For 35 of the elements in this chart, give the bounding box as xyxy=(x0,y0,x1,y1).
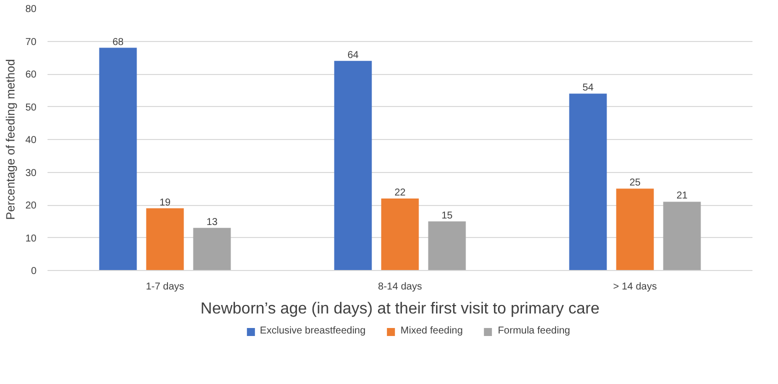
legend-label: Exclusive breastfeeding xyxy=(260,326,366,336)
y-tick-label: 20 xyxy=(25,200,37,212)
bar xyxy=(99,48,137,270)
y-tick-label: 60 xyxy=(25,70,37,80)
bar xyxy=(334,60,372,270)
y-tick-label: 30 xyxy=(25,168,37,179)
bar xyxy=(146,208,184,270)
x-tick-label: 8-14 days xyxy=(378,282,422,292)
bar xyxy=(428,221,466,270)
y-tick-label: 80 xyxy=(25,4,37,15)
bar xyxy=(616,188,654,270)
y-tick-label: 10 xyxy=(25,233,37,244)
x-tick-label: > 14 days xyxy=(613,282,657,292)
bar xyxy=(381,198,419,270)
legend-label: Mixed feeding xyxy=(400,326,463,336)
data-label: 21 xyxy=(676,190,688,202)
data-label: 22 xyxy=(394,187,406,198)
data-label: 64 xyxy=(347,50,359,61)
x-tick-label: 1-7 days xyxy=(146,282,184,292)
x-axis-title: Newborn’s age (in days) at their first visit to primary care xyxy=(200,300,600,318)
bar xyxy=(663,202,701,270)
y-tick-label: 0 xyxy=(30,266,37,277)
data-label: 13 xyxy=(206,216,218,228)
y-tick-label: 70 xyxy=(25,36,37,48)
y-axis-title: Percentage of feeding method xyxy=(3,59,18,220)
y-tick-label: 40 xyxy=(25,135,37,146)
data-label: 15 xyxy=(441,210,453,222)
data-label: 68 xyxy=(112,36,124,48)
y-tick-label: 50 xyxy=(25,102,37,114)
legend-label: Formula feeding xyxy=(498,326,570,336)
data-label: 25 xyxy=(629,178,641,189)
bar xyxy=(193,228,231,270)
data-label: 54 xyxy=(582,82,594,94)
data-label: 19 xyxy=(159,197,171,208)
bar xyxy=(569,94,607,270)
